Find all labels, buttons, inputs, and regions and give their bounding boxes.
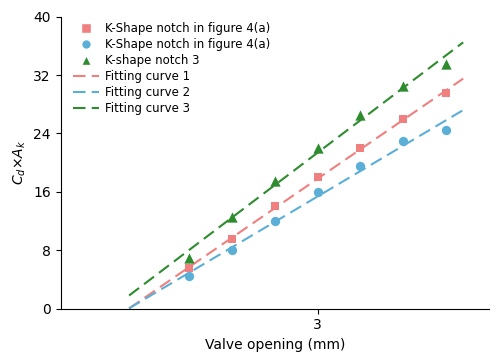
Point: [185, 266, 193, 272]
Point: [442, 61, 450, 67]
Point: [185, 254, 193, 260]
Point: [314, 174, 322, 180]
Legend: K-Shape notch in figure 4(a), K-Shape notch in figure 4(a), K-shape notch 3, Fit: K-Shape notch in figure 4(a), K-Shape no…: [70, 20, 272, 117]
X-axis label: Valve opening (mm): Valve opening (mm): [204, 338, 345, 352]
Point: [356, 163, 364, 169]
Point: [228, 247, 236, 253]
Point: [314, 145, 322, 151]
Point: [228, 215, 236, 220]
Point: [228, 236, 236, 242]
Point: [185, 273, 193, 279]
Point: [356, 145, 364, 151]
Point: [356, 112, 364, 118]
Point: [314, 189, 322, 195]
Point: [442, 127, 450, 132]
Point: [270, 204, 278, 209]
Point: [399, 116, 407, 122]
Y-axis label: $C_d$$\times$$A_k$: $C_d$$\times$$A_k$: [11, 140, 28, 185]
Point: [442, 90, 450, 96]
Point: [399, 138, 407, 144]
Point: [270, 218, 278, 224]
Point: [270, 178, 278, 184]
Point: [399, 83, 407, 89]
